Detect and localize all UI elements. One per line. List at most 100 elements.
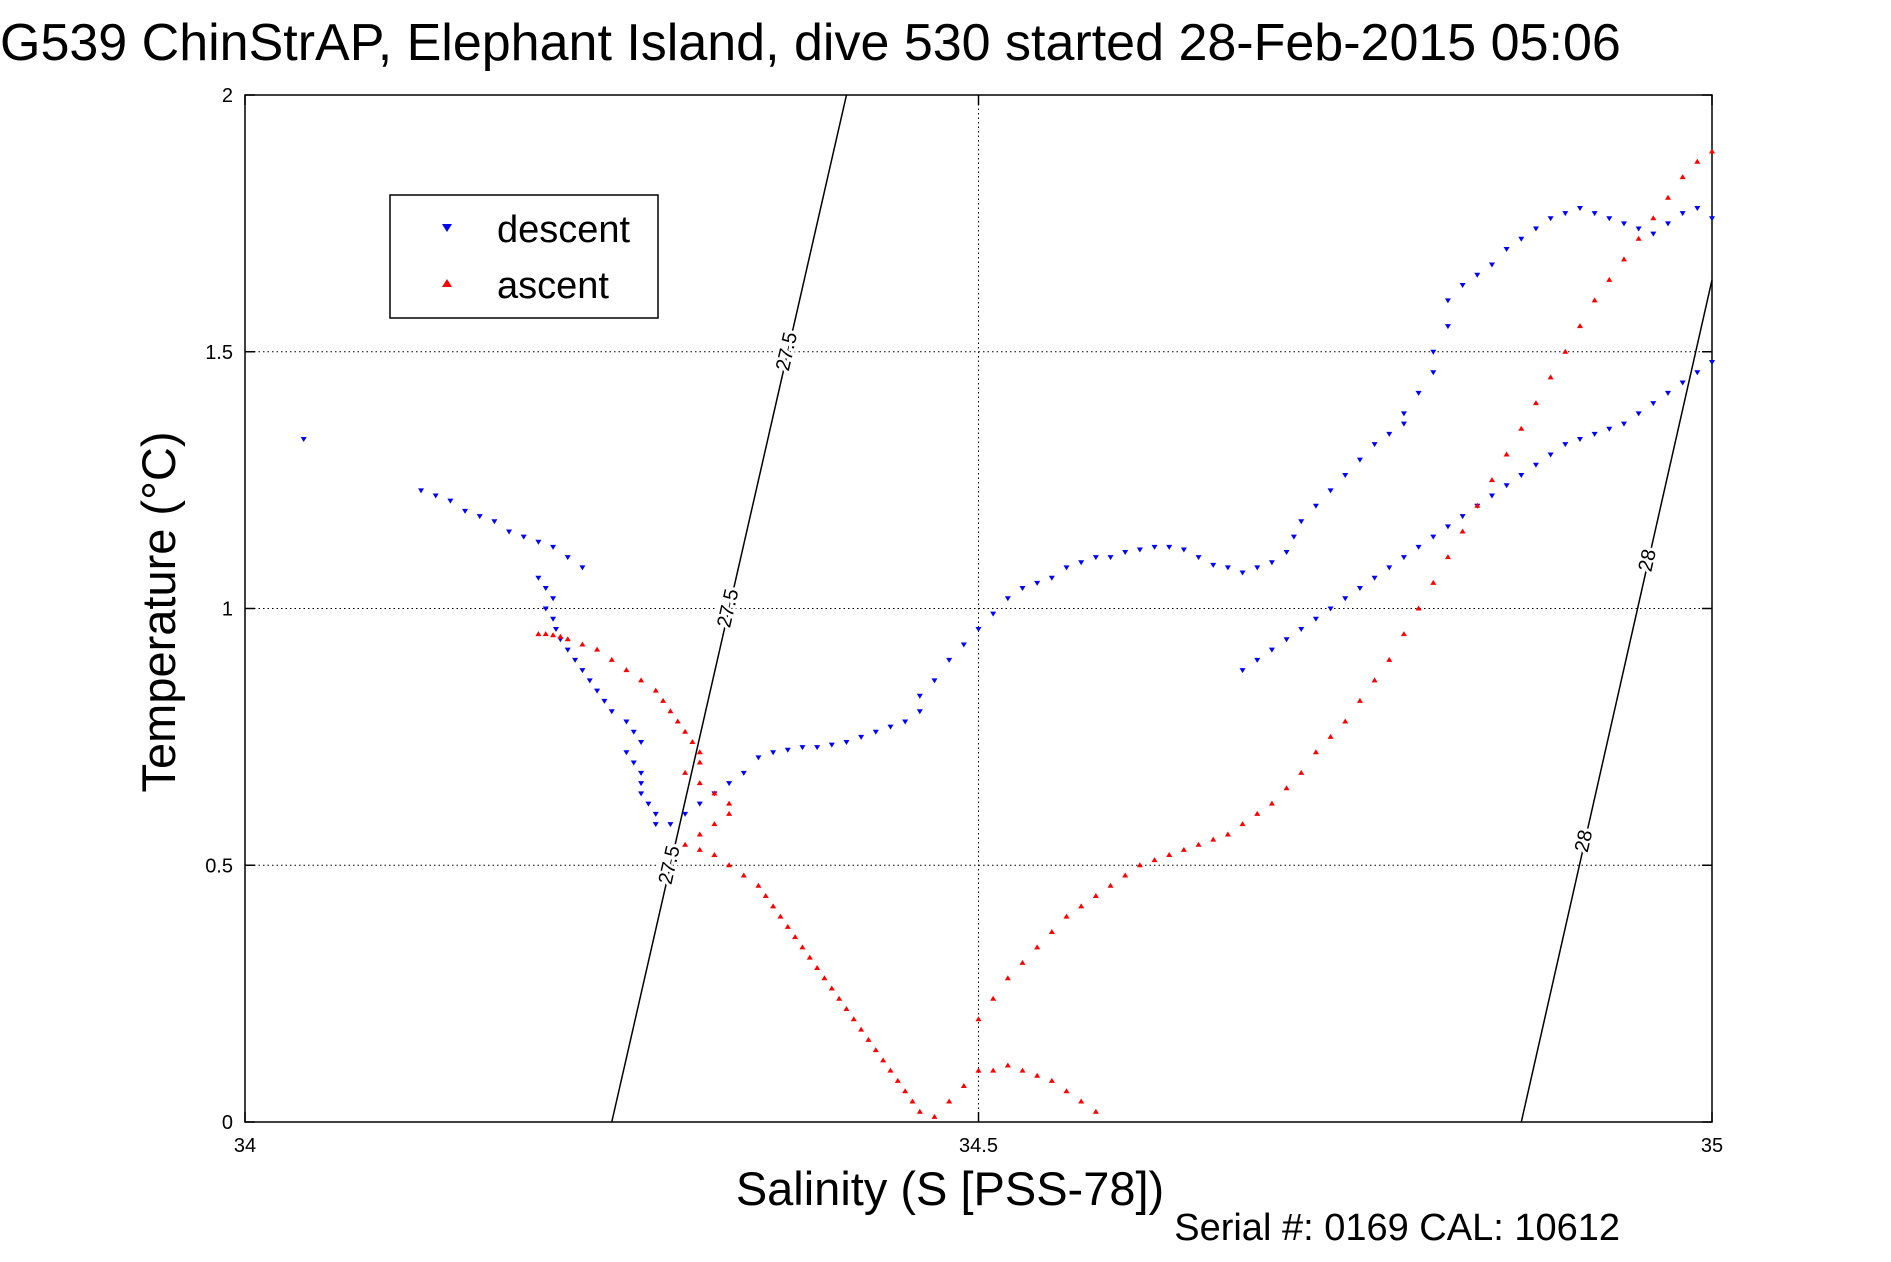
data-point-descent	[1136, 547, 1143, 553]
data-point-ascent	[1092, 1108, 1099, 1114]
data-point-descent	[1606, 426, 1613, 432]
data-point-descent	[1400, 411, 1407, 417]
data-point-ascent	[711, 851, 718, 857]
data-point-descent	[1576, 205, 1583, 211]
data-point-ascent	[1342, 718, 1349, 724]
legend-marker-descent	[442, 224, 452, 232]
data-point-ascent	[872, 1047, 879, 1053]
data-point-ascent	[1679, 174, 1686, 180]
data-point-descent	[1048, 575, 1055, 581]
data-point-ascent	[1606, 276, 1613, 282]
data-point-descent	[432, 493, 439, 499]
data-point-descent	[931, 678, 938, 684]
data-point-descent	[1386, 565, 1393, 571]
data-point-ascent	[1356, 697, 1363, 703]
data-point-ascent	[909, 1098, 916, 1104]
data-point-descent	[1650, 401, 1657, 407]
data-point-descent	[902, 719, 909, 725]
legend-box	[389, 194, 659, 319]
data-point-descent	[1371, 442, 1378, 448]
data-point-ascent	[594, 646, 601, 652]
data-point-descent	[1268, 560, 1275, 566]
data-point-ascent	[784, 923, 791, 929]
data-point-descent	[828, 742, 835, 748]
data-point-descent	[814, 745, 821, 751]
data-point-descent	[1547, 452, 1554, 458]
data-point-ascent	[865, 1036, 872, 1042]
data-point-ascent	[726, 862, 733, 868]
data-point-ascent	[1151, 857, 1158, 863]
data-point-descent	[1650, 231, 1657, 237]
data-point-descent	[1606, 216, 1613, 222]
data-point-descent	[652, 811, 659, 817]
data-point-ascent	[1048, 929, 1055, 935]
data-point-ascent	[799, 944, 806, 950]
data-point-ascent	[850, 1016, 857, 1022]
data-point-descent	[1327, 606, 1334, 612]
data-point-descent	[843, 740, 850, 746]
data-point-ascent	[740, 872, 747, 878]
data-point-descent	[990, 611, 997, 617]
data-point-descent	[1239, 570, 1246, 576]
data-point-ascent	[1664, 194, 1671, 200]
data-point-descent	[1620, 421, 1627, 427]
data-point-ascent	[674, 718, 681, 724]
data-point-ascent	[1268, 800, 1275, 806]
data-point-ascent	[1620, 256, 1627, 262]
data-point-descent	[1591, 211, 1598, 217]
chart-title: G539 ChinStrAP, Elephant Island, dive 53…	[0, 14, 1621, 72]
data-point-descent	[652, 822, 659, 828]
data-point-descent	[755, 755, 762, 761]
data-point-descent	[1092, 555, 1099, 561]
data-point-descent	[1474, 272, 1481, 278]
data-point-descent	[564, 555, 571, 561]
data-point-descent	[601, 698, 608, 704]
data-point-descent	[1224, 565, 1231, 571]
data-point-descent	[1415, 390, 1422, 396]
data-point-descent	[740, 770, 747, 776]
data-point-descent	[1239, 668, 1246, 674]
data-point-descent	[1327, 488, 1334, 494]
data-point-descent	[1371, 575, 1378, 581]
data-point-ascent	[1503, 451, 1510, 457]
data-point-descent	[623, 750, 630, 756]
data-point-descent	[418, 488, 425, 494]
data-point-ascent	[550, 632, 557, 638]
y-tick-label: 0.5	[205, 855, 233, 877]
data-point-ascent	[990, 1067, 997, 1073]
data-point-descent	[550, 544, 557, 550]
data-point-descent	[1356, 457, 1363, 463]
y-axis-label: Temperature (°C)	[132, 432, 185, 793]
x-tick-label: 35	[1701, 1135, 1723, 1157]
data-point-ascent	[960, 1083, 967, 1089]
data-point-descent	[638, 791, 645, 797]
data-point-descent	[946, 657, 953, 663]
data-point-ascent	[1078, 903, 1085, 909]
data-point-ascent	[689, 739, 696, 745]
data-point-descent	[645, 801, 652, 807]
data-point-ascent	[1298, 769, 1305, 775]
data-point-ascent	[777, 913, 784, 919]
data-point-ascent	[1004, 975, 1011, 981]
data-point-descent	[1312, 616, 1319, 622]
data-point-descent	[586, 678, 593, 684]
data-point-descent	[564, 647, 571, 653]
data-point-descent	[542, 606, 549, 612]
data-point-descent	[726, 781, 733, 787]
data-point-descent	[1532, 462, 1539, 468]
serial-footer: Serial #: 0169 CAL: 10612	[1174, 1207, 1620, 1249]
data-point-descent	[1694, 370, 1701, 376]
data-point-ascent	[542, 631, 549, 637]
data-point-ascent	[1312, 749, 1319, 755]
data-point-descent	[1547, 216, 1554, 222]
data-point-descent	[1290, 534, 1297, 540]
data-point-ascent	[1048, 1077, 1055, 1083]
data-point-ascent	[1239, 821, 1246, 827]
data-point-descent	[1518, 472, 1525, 478]
data-point-descent	[491, 519, 498, 525]
data-point-ascent	[726, 810, 733, 816]
data-point-descent	[667, 822, 674, 828]
data-point-ascent	[652, 687, 659, 693]
data-point-descent	[1210, 562, 1217, 568]
data-point-descent	[1430, 349, 1437, 355]
